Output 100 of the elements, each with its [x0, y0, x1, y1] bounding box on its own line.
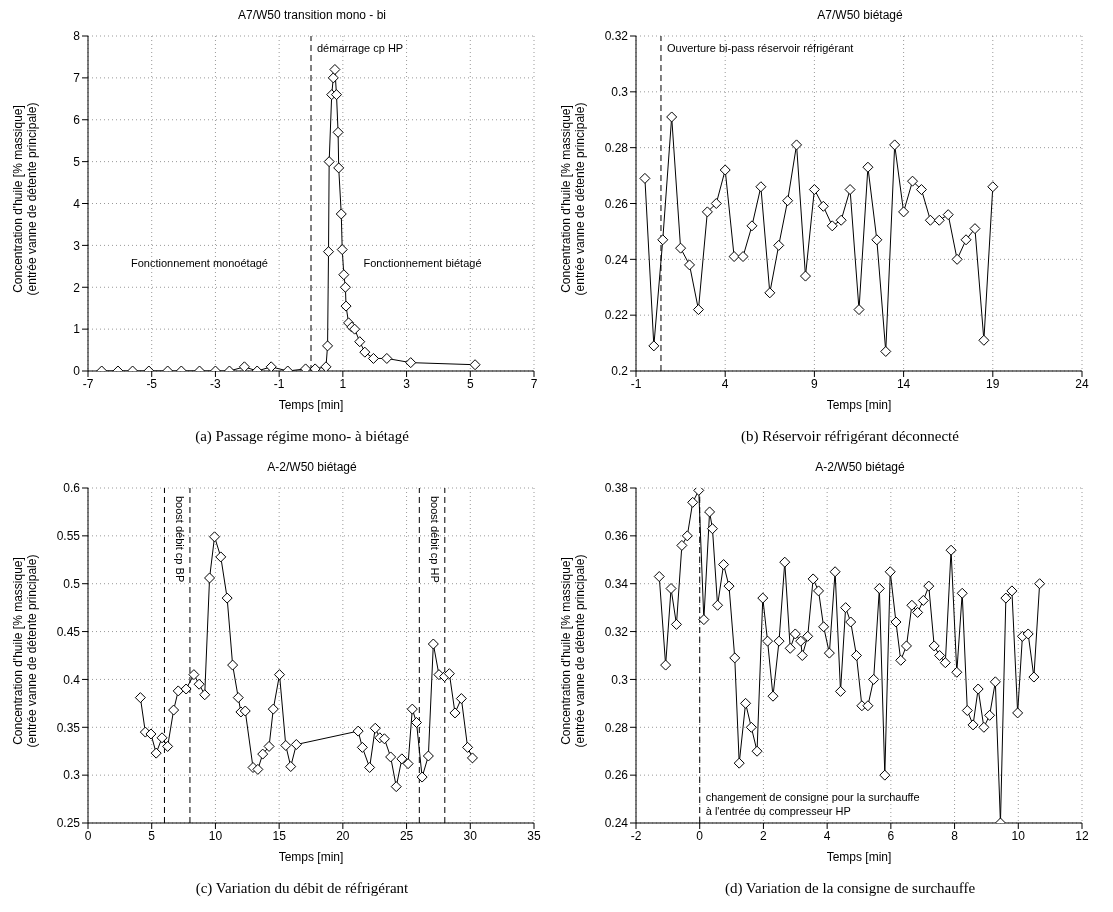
point	[737, 251, 749, 263]
y-tick-label: 0.38	[604, 481, 629, 496]
point	[791, 139, 803, 151]
x-axis-title: Temps [min]	[826, 398, 892, 412]
point	[422, 750, 434, 762]
x-tick-label: -1	[630, 376, 642, 391]
point	[267, 703, 279, 715]
point	[405, 357, 417, 369]
x-tick-label: 1	[339, 376, 347, 391]
point	[443, 668, 455, 680]
point	[826, 220, 838, 232]
x-tick-label: 9	[811, 376, 819, 391]
annotation: Fonctionnement biétagé	[363, 257, 482, 270]
x-tick-label: 30	[463, 828, 478, 843]
point	[168, 704, 180, 716]
point	[719, 164, 731, 176]
point	[648, 340, 660, 352]
point	[252, 763, 264, 775]
y-tick-label: 2	[73, 280, 81, 295]
x-tick-label: 25	[399, 828, 414, 843]
point	[227, 659, 239, 671]
x-tick-label: 14	[896, 376, 911, 391]
point	[172, 685, 184, 697]
point	[335, 208, 347, 220]
point	[180, 683, 192, 695]
point	[449, 707, 461, 719]
point	[764, 287, 776, 299]
y-tick-label: 0.24	[604, 252, 629, 267]
point	[710, 198, 722, 209]
y-axis-title: Concentration d'huile [% massique] (entrée vanne de détente principale)	[11, 554, 40, 747]
x-axis-title: Temps [min]	[278, 850, 344, 864]
point	[880, 345, 892, 357]
y-tick-label: 0.32	[604, 29, 629, 44]
point	[853, 304, 865, 316]
point	[188, 669, 200, 681]
point	[265, 361, 277, 371]
point	[280, 739, 292, 751]
x-tick-label: 6	[887, 828, 895, 843]
y-tick-label: 3	[73, 238, 81, 253]
y-axis-title: Concentration d'huile [% massique] (entrée vanne de détente principale)	[559, 102, 588, 295]
y-axis-title: Concentration d'huile [% massique] (entrée vanne de détente principale)	[11, 102, 40, 295]
point	[369, 722, 381, 734]
point	[657, 234, 669, 246]
point	[338, 269, 350, 281]
point	[327, 72, 339, 84]
point	[285, 761, 297, 773]
point	[381, 352, 393, 364]
y-tick-label: 0.28	[604, 720, 629, 735]
x-tick-label: -5	[146, 376, 158, 391]
y-tick-label: 0.28	[604, 140, 629, 155]
point	[352, 725, 364, 737]
y-tick-label: 6	[73, 113, 81, 128]
y-tick-label: 0.32	[604, 624, 629, 639]
point	[675, 242, 687, 254]
x-tick-label: 2	[760, 828, 768, 843]
y-tick-label: 0.26	[604, 768, 629, 783]
point	[773, 239, 785, 251]
point	[402, 758, 414, 770]
point	[329, 64, 341, 75]
x-tick-label: 35	[527, 828, 541, 843]
point	[150, 747, 162, 759]
y-tick-label: 0.4	[63, 672, 81, 687]
x-tick-label: 4	[721, 376, 729, 391]
x-tick-label: 20	[336, 828, 350, 843]
chart-title: A7/W50 biétagé	[816, 8, 904, 24]
point	[232, 692, 244, 704]
x-axis-title: Temps [min]	[826, 850, 892, 864]
point	[684, 259, 696, 271]
point	[692, 304, 704, 316]
x-tick-label: -2	[630, 828, 642, 843]
point	[322, 340, 334, 352]
annotation: Fonctionnement monoétagé	[131, 257, 268, 270]
point	[933, 214, 945, 226]
point	[193, 678, 205, 690]
text: (c) Variation du débit de réfrigérant	[194, 880, 410, 897]
y-tick-label: 0.26	[604, 196, 629, 211]
point	[960, 234, 972, 246]
point	[390, 781, 402, 793]
y-tick-label: 1	[73, 322, 81, 337]
point	[204, 572, 216, 584]
y-tick-label: 5	[73, 154, 81, 169]
point	[462, 741, 474, 753]
x-axis-title: Temps [min]	[278, 398, 344, 412]
point	[728, 251, 740, 263]
point	[332, 126, 344, 138]
point	[209, 531, 221, 543]
point	[466, 752, 478, 764]
x-tick-label: 0	[696, 828, 704, 843]
point	[666, 111, 678, 123]
text: (b) Réservoir réfrigérant déconnecté	[740, 428, 960, 445]
point	[924, 214, 936, 226]
x-tick-label: 10	[1011, 828, 1026, 843]
point	[799, 270, 811, 282]
point	[808, 184, 820, 196]
y-tick-label: 0.2	[611, 364, 629, 379]
point	[889, 139, 901, 151]
point	[987, 181, 999, 193]
y-tick-label: 0.6	[63, 481, 81, 496]
x-tick-label: 19	[986, 376, 1000, 391]
point	[871, 234, 883, 246]
